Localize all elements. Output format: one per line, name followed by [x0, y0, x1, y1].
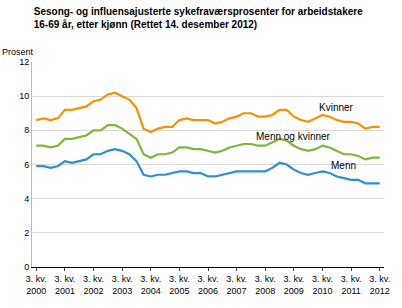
svg-text:Menn: Menn [331, 160, 356, 171]
svg-text:3. kv.2003: 3. kv.2003 [112, 274, 133, 296]
svg-text:3. kv.2006: 3. kv.2006 [198, 274, 219, 296]
svg-text:3. kv.2009: 3. kv.2009 [283, 274, 304, 296]
svg-text:3. kv.2010: 3. kv.2010 [312, 274, 333, 296]
svg-text:3. kv.2002: 3. kv.2002 [83, 274, 104, 296]
svg-text:8: 8 [24, 125, 29, 135]
svg-text:2: 2 [24, 228, 29, 238]
svg-text:6: 6 [24, 160, 29, 170]
svg-text:Prosent: Prosent [2, 47, 34, 57]
svg-text:3. kv.2001: 3. kv.2001 [54, 274, 75, 296]
svg-text:3. kv.2011: 3. kv.2011 [341, 274, 362, 296]
svg-text:10: 10 [19, 91, 29, 101]
svg-text:4: 4 [24, 194, 29, 204]
svg-text:Sesong- og influensajusterte s: Sesong- og influensajusterte sykefraværs… [34, 6, 363, 30]
svg-text:3. kv.2007: 3. kv.2007 [226, 274, 247, 296]
svg-text:3. kv.2012: 3. kv.2012 [369, 274, 390, 296]
svg-text:3. kv.2004: 3. kv.2004 [140, 274, 161, 296]
svg-text:3. kv.2005: 3. kv.2005 [169, 274, 190, 296]
svg-text:12: 12 [19, 57, 29, 67]
svg-text:3. kv.2008: 3. kv.2008 [255, 274, 276, 296]
svg-text:0: 0 [24, 262, 29, 272]
svg-text:Kvinner: Kvinner [319, 102, 354, 113]
svg-text:3. kv.2000: 3. kv.2000 [26, 274, 47, 296]
svg-text:Menn og kvinner: Menn og kvinner [256, 131, 331, 142]
